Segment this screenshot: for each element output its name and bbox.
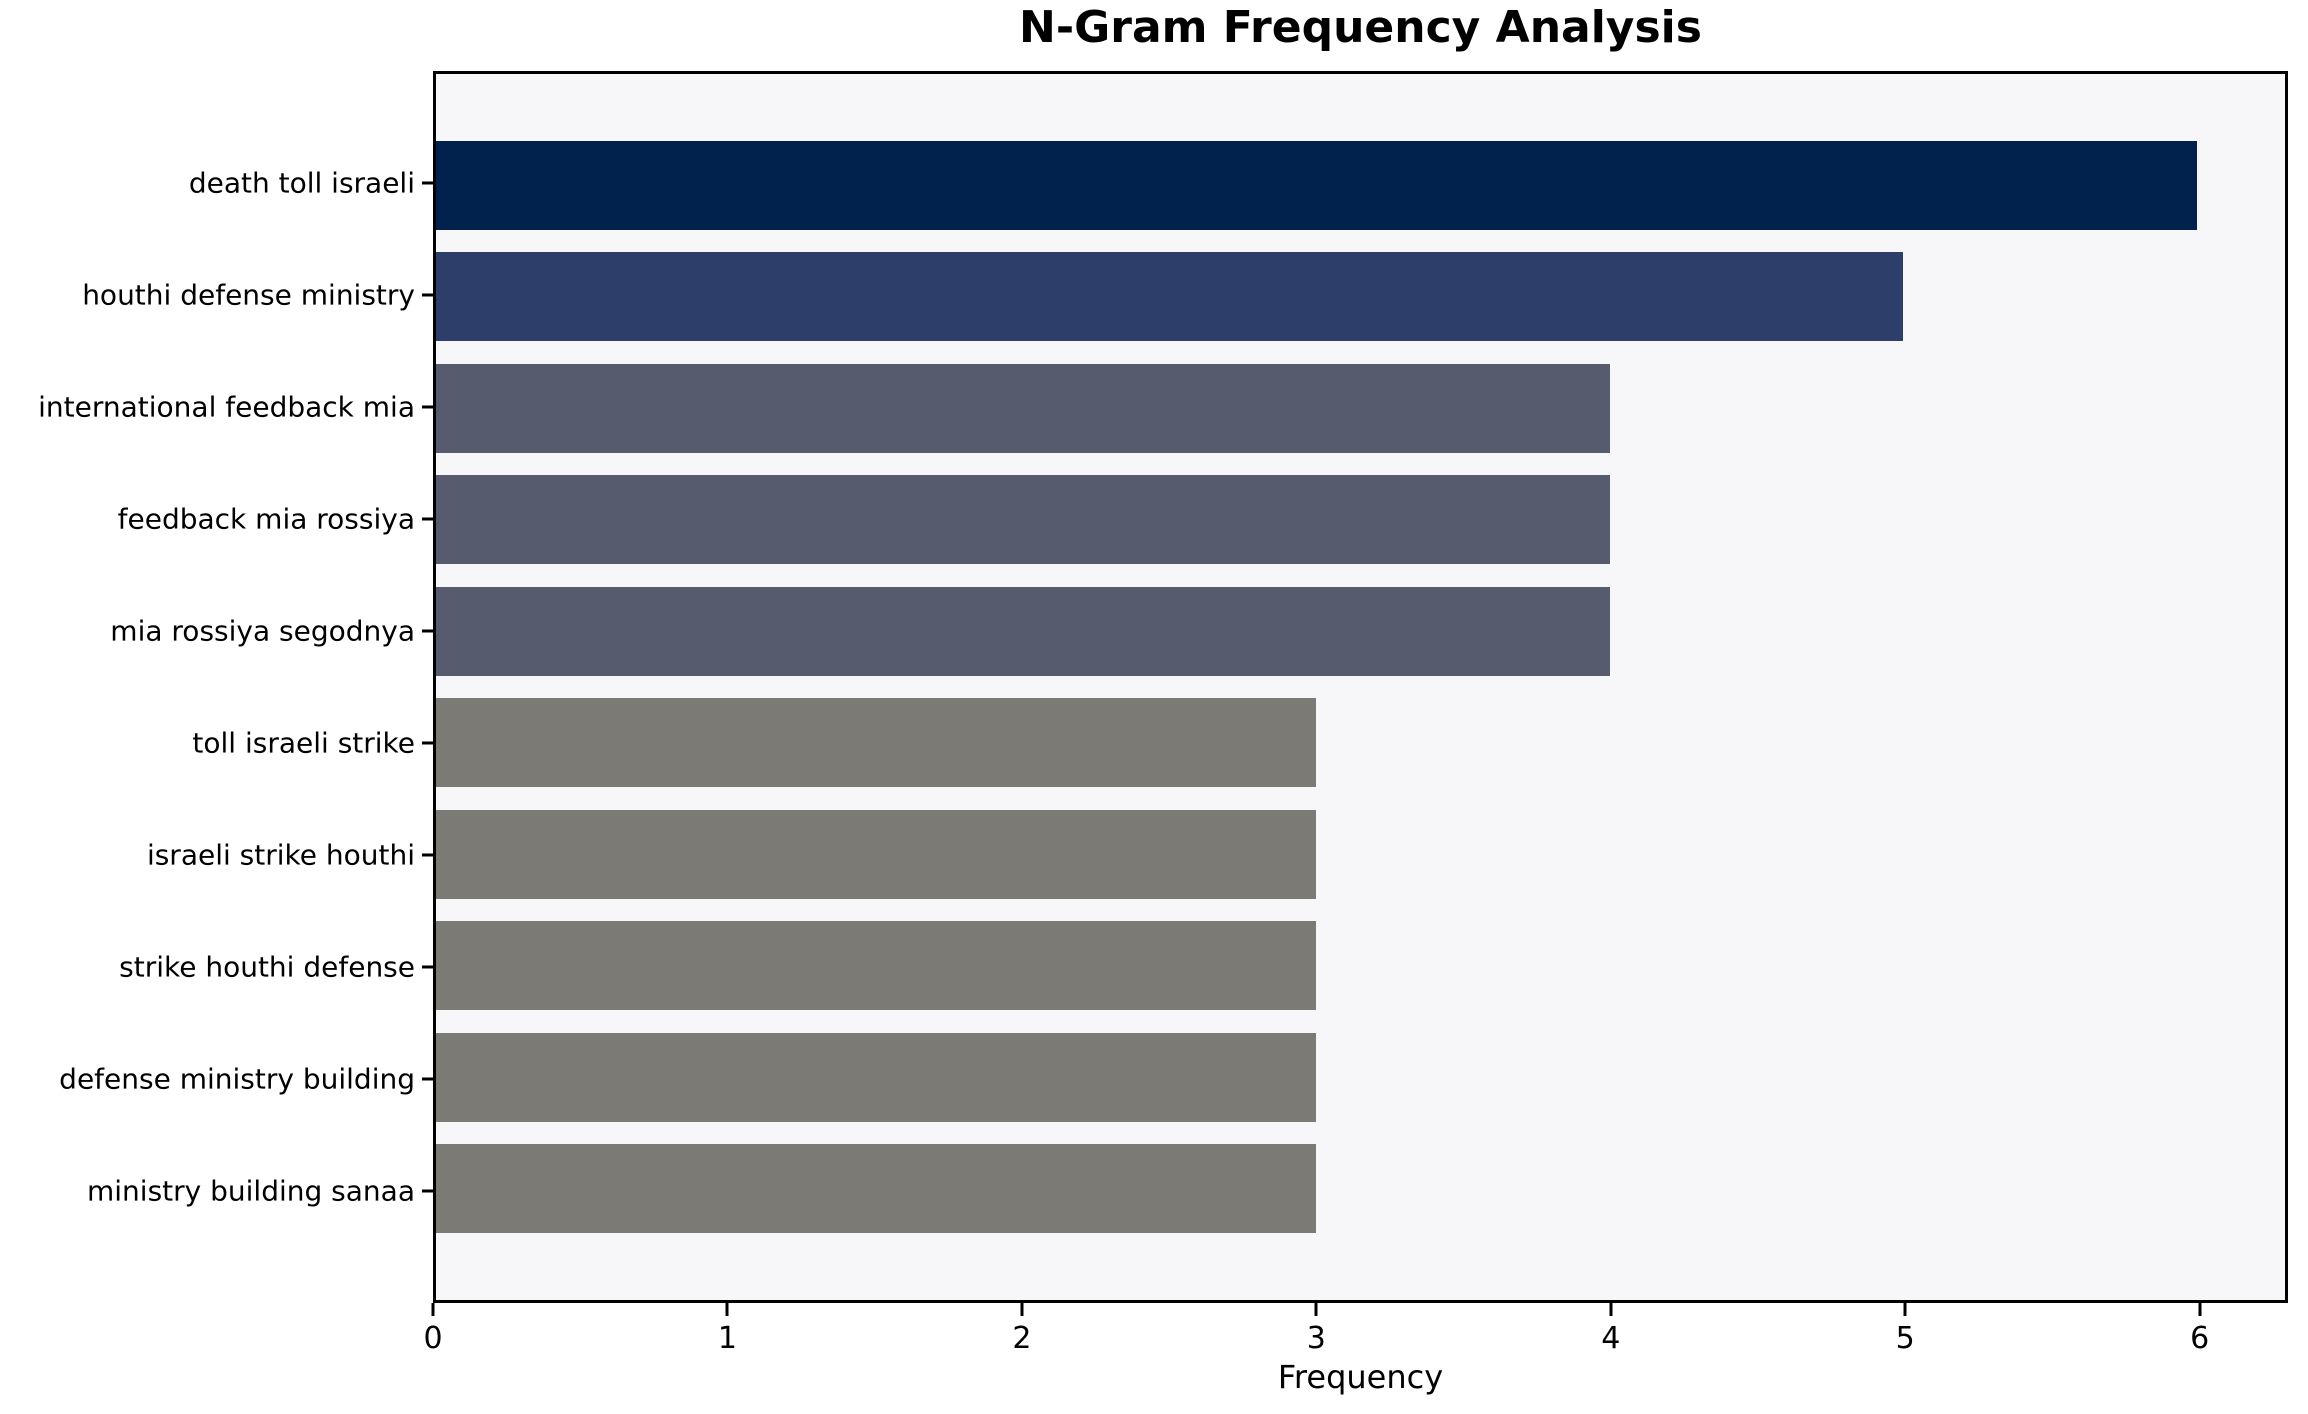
bar-death-toll-israeli — [436, 140, 2197, 231]
y-tick-mark — [422, 853, 433, 857]
y-tick-mark — [422, 1077, 433, 1081]
x-tick-label-4: 4 — [1601, 1321, 1621, 1356]
x-tick-mark — [1903, 1303, 1907, 1316]
x-tick-label-1: 1 — [717, 1321, 737, 1356]
y-tick-label-3: feedback mia rossiya — [117, 502, 415, 536]
y-tick-mark — [422, 517, 433, 521]
x-tick-label-3: 3 — [1306, 1321, 1326, 1356]
y-tick-label-6: israeli strike houthi — [146, 838, 415, 872]
y-tick-mark — [422, 181, 433, 185]
x-tick-label-2: 2 — [1012, 1321, 1032, 1356]
y-tick-label-7: strike houthi defense — [119, 950, 415, 984]
x-tick-label-6: 6 — [2190, 1321, 2210, 1356]
x-tick-mark — [725, 1303, 729, 1316]
bar-ministry-building-sanaa — [436, 1143, 1317, 1234]
y-tick-label-4: mia rossiya segodnya — [110, 614, 415, 648]
y-tick-mark — [422, 965, 433, 969]
x-tick-label-0: 0 — [423, 1321, 443, 1356]
y-tick-mark — [422, 293, 433, 297]
bar-defense-ministry-building — [436, 1032, 1317, 1122]
y-tick-label-5: toll israeli strike — [192, 726, 415, 760]
y-tick-mark — [422, 1189, 433, 1193]
x-axis-title: Frequency — [1277, 1358, 1444, 1396]
x-tick-mark — [1020, 1303, 1024, 1316]
y-tick-mark — [422, 405, 433, 409]
y-tick-label-2: international feedback mia — [38, 390, 415, 424]
bar-strike-houthi-defense — [436, 921, 1317, 1011]
plot-area — [433, 71, 2288, 1303]
bar-feedback-mia-rossiya — [436, 475, 1610, 565]
x-tick-mark — [431, 1303, 435, 1316]
y-tick-label-9: ministry building sanaa — [87, 1174, 415, 1208]
x-tick-mark — [1314, 1303, 1318, 1316]
bar-houthi-defense-ministry — [436, 252, 1904, 342]
bar-mia-rossiya-segodnya — [436, 586, 1610, 676]
x-tick-mark — [1609, 1303, 1613, 1316]
y-tick-mark — [422, 741, 433, 745]
bar-toll-israeli-strike — [436, 698, 1317, 788]
x-tick-mark — [2198, 1303, 2202, 1316]
bar-international-feedback-mia — [436, 363, 1610, 453]
x-tick-label-5: 5 — [1895, 1321, 1915, 1356]
y-tick-label-8: defense ministry building — [59, 1062, 415, 1096]
bar-israeli-strike-houthi — [436, 809, 1317, 899]
y-tick-mark — [422, 629, 433, 633]
y-tick-label-0: death toll israeli — [188, 166, 415, 200]
chart-title: N-Gram Frequency Analysis — [1019, 2, 1702, 53]
y-tick-label-1: houthi defense ministry — [82, 278, 415, 312]
